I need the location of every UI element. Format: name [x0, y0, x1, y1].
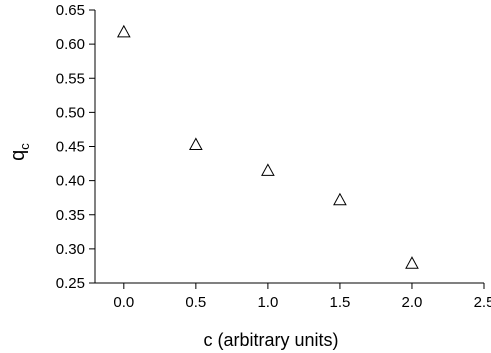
- y-tick-label: 0.30: [56, 241, 85, 258]
- data-points: [116, 24, 419, 269]
- y-tick-label: 0.55: [56, 70, 85, 87]
- y-tick-label: 0.40: [56, 173, 85, 190]
- data-point-triangle: [333, 192, 347, 206]
- x-tick-label: 1.0: [257, 294, 278, 311]
- x-tick-label: 0.5: [185, 294, 206, 311]
- data-point-triangle: [116, 24, 131, 38]
- y-axis-title-main: q: [7, 150, 29, 161]
- x-tick-label: 2.5: [474, 294, 491, 311]
- x-axis: 0.0 0.5 1.0 1.5 2.0 2.5: [95, 282, 491, 311]
- x-tick-label: 2.0: [402, 294, 423, 311]
- svg-text:qc: qc: [7, 143, 32, 161]
- y-tick-label: 0.25: [56, 275, 85, 292]
- y-tick-label: 0.50: [56, 104, 85, 121]
- x-tick-label: 1.5: [329, 294, 350, 311]
- data-point-triangle: [189, 137, 203, 150]
- y-axis-title-subscript: c: [17, 143, 32, 150]
- y-axis: 0.25 0.30 0.35 0.40 0.45 0.50 0.55 0.60 0.65: [56, 2, 96, 292]
- x-tick-label: 0.0: [113, 294, 134, 311]
- y-tick-label: 0.60: [56, 36, 85, 53]
- y-tick-label: 0.65: [56, 2, 85, 19]
- data-point-triangle: [405, 256, 419, 269]
- y-tick-label: 0.35: [56, 207, 85, 224]
- data-point-triangle: [261, 163, 275, 176]
- x-axis-title: c (arbitrary units): [203, 330, 338, 350]
- y-tick-label: 0.45: [56, 139, 85, 156]
- y-axis-title: qc: [7, 143, 32, 161]
